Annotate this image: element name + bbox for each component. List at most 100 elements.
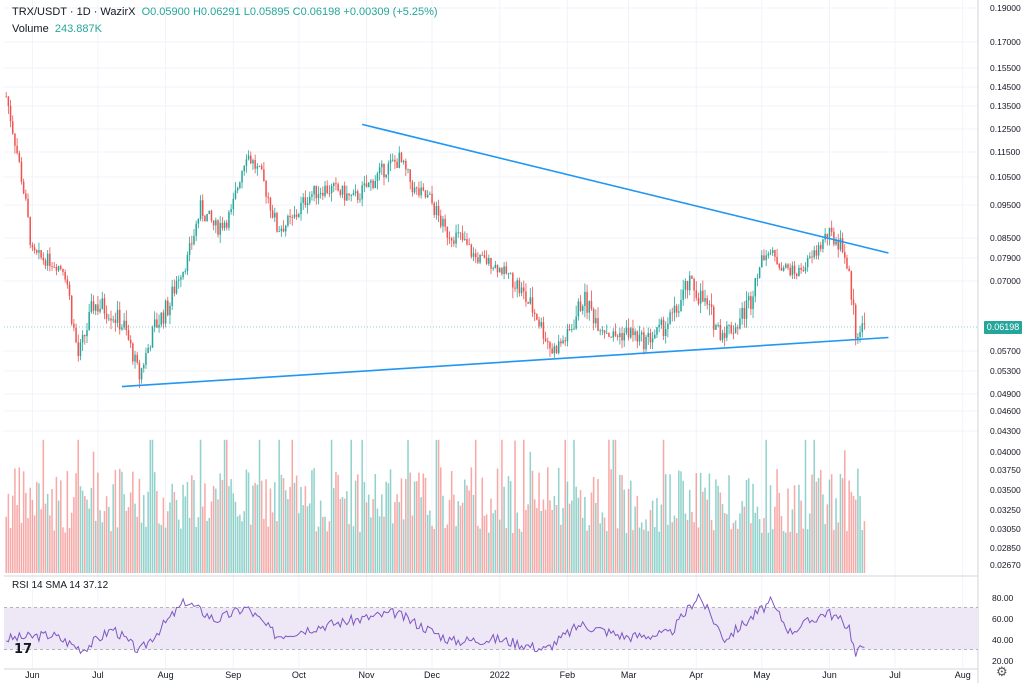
volume-bar — [348, 524, 350, 573]
candle-body — [102, 298, 104, 308]
volume-bar — [60, 480, 62, 573]
candle-body — [250, 156, 252, 164]
candle-body — [506, 266, 508, 273]
candle-body — [278, 231, 280, 232]
trendline-lower — [122, 338, 889, 387]
volume-bar — [248, 472, 250, 573]
volume-bar — [752, 484, 754, 573]
candle-body — [191, 243, 193, 244]
candle-body — [781, 268, 783, 271]
candle-body — [16, 146, 18, 153]
candle-body — [586, 292, 588, 313]
volume-label[interactable]: Volume — [12, 23, 49, 35]
volume-bar — [857, 468, 859, 573]
volume-bar — [23, 471, 25, 573]
volume-bar — [844, 450, 846, 573]
volume-bar — [10, 528, 12, 573]
volume-bar — [56, 477, 58, 573]
candle-body — [246, 159, 248, 166]
settings-gear-icon[interactable]: ⚙ — [996, 664, 1008, 680]
candle-body — [650, 333, 652, 342]
volume-bar — [608, 440, 610, 573]
volume-bar — [405, 479, 407, 573]
symbol-title[interactable]: TRX/USDT · 1D · WazirX — [12, 6, 135, 18]
volume-bar — [593, 477, 595, 573]
volume-bar — [525, 510, 527, 573]
candle-body — [536, 314, 538, 320]
volume-bar — [324, 517, 326, 573]
candle-body — [58, 266, 60, 270]
volume-bar — [805, 440, 807, 573]
volume-bar — [685, 513, 687, 573]
volume-bar — [139, 479, 141, 573]
tradingview-logo[interactable]: 17 — [14, 642, 32, 657]
volume-bar — [51, 489, 53, 573]
candle-body — [728, 325, 730, 326]
volume-bar — [453, 495, 455, 573]
candle-body — [623, 333, 625, 341]
candle-body — [637, 331, 639, 341]
time-tick-label: Aug — [955, 670, 971, 680]
volume-bar — [176, 500, 178, 573]
volume-bar — [108, 507, 110, 573]
volume-bar — [300, 487, 302, 573]
volume-bar — [156, 491, 158, 573]
candle-body — [396, 162, 398, 168]
candle-body — [665, 329, 667, 336]
volume-bar — [486, 514, 488, 573]
candle-body — [233, 199, 235, 209]
volume-bar — [763, 518, 765, 573]
volume-bar — [632, 530, 634, 573]
volume-bar — [800, 501, 802, 573]
candle-body — [741, 308, 743, 319]
candle-body — [486, 258, 488, 264]
volume-bar — [425, 478, 427, 573]
volume-bar — [331, 440, 333, 573]
volume-bar — [77, 440, 79, 573]
volume-bar — [720, 492, 722, 573]
volume-bar — [813, 440, 815, 573]
candle-body — [379, 167, 381, 173]
candle-body — [431, 194, 433, 203]
candle-body — [503, 266, 505, 274]
candle-body — [820, 245, 822, 249]
volume-bar — [259, 440, 261, 573]
volume-bar — [532, 471, 534, 573]
volume-bar — [337, 475, 339, 573]
candle-body — [621, 333, 623, 340]
volume-bar — [43, 440, 45, 573]
volume-bar — [510, 481, 512, 573]
time-tick-label: Aug — [158, 670, 174, 680]
volume-bar — [267, 527, 269, 573]
candle-body — [532, 297, 534, 312]
volume-bar — [366, 502, 368, 573]
candle-body — [156, 319, 158, 327]
candle-body — [706, 298, 708, 304]
volume-bar — [837, 522, 839, 573]
candle-body — [88, 312, 90, 330]
volume-bar — [206, 521, 208, 573]
candle-body — [130, 340, 132, 344]
candle-body — [296, 215, 298, 217]
candle-body — [392, 160, 394, 161]
candle-body — [794, 266, 796, 274]
candle-body — [202, 200, 204, 216]
rsi-header[interactable]: RSI 14 SMA 14 37.12 — [12, 580, 108, 591]
candle-body — [617, 336, 619, 337]
volume-bar — [82, 491, 84, 573]
volume-bar — [523, 440, 525, 573]
volume-bar — [381, 494, 383, 573]
volume-bar — [361, 440, 363, 573]
volume-bar — [447, 524, 449, 573]
candle-body — [639, 335, 641, 342]
candle-body — [204, 216, 206, 221]
volume-bar — [246, 470, 248, 573]
candle-body — [737, 327, 739, 328]
volume-bar — [182, 485, 184, 573]
price-tick-label: 0.04600 — [990, 406, 1021, 416]
volume-bar — [370, 517, 372, 573]
volume-bar — [610, 469, 612, 573]
candle-body — [619, 333, 621, 337]
volume-bar — [158, 523, 160, 573]
